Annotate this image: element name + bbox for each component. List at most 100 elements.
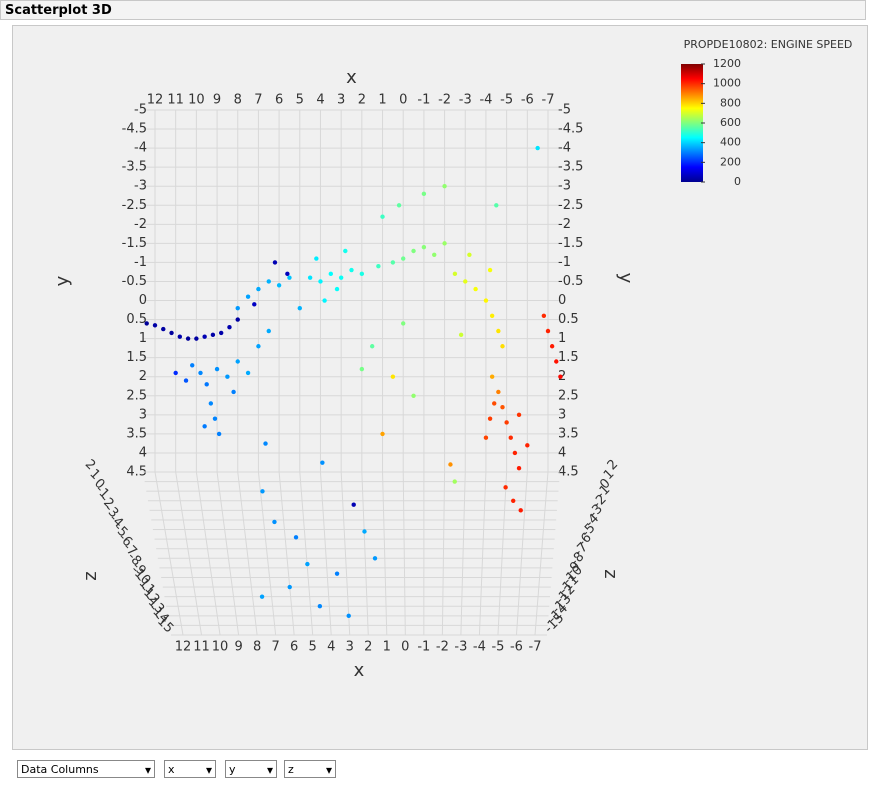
x-tick-label: -3 <box>459 93 472 108</box>
y-tick-label: -0.5 <box>558 274 583 289</box>
point <box>401 321 406 326</box>
point <box>210 332 216 338</box>
point <box>396 203 402 208</box>
grid-line <box>441 471 446 636</box>
point <box>401 256 406 261</box>
y-tick-label: 1 <box>139 331 147 346</box>
x-tick-label: 10 <box>212 640 229 655</box>
point <box>218 330 224 336</box>
point <box>214 366 220 372</box>
point <box>235 359 240 364</box>
colorbar-tick-label: 200 <box>720 155 741 168</box>
x-tick-label: 7 <box>271 640 279 655</box>
point <box>483 435 489 440</box>
point <box>369 344 375 349</box>
point <box>293 535 299 540</box>
point <box>216 431 222 437</box>
point <box>263 441 268 446</box>
point <box>204 382 209 387</box>
point <box>489 313 495 318</box>
point <box>545 328 551 334</box>
point <box>173 370 178 376</box>
point <box>346 613 351 619</box>
point <box>362 529 367 534</box>
point <box>442 241 447 246</box>
y-tick-label: -1 <box>558 255 571 270</box>
dropdown[interactable]: x <box>164 760 216 779</box>
y-tick-label: 4 <box>558 445 566 460</box>
x-tick-label: 1 <box>383 640 391 655</box>
point <box>452 271 458 277</box>
point <box>256 286 261 292</box>
point <box>432 252 437 257</box>
y-tick-label: 4.5 <box>126 465 147 480</box>
x-tick-label: -6 <box>510 640 523 655</box>
point <box>314 256 319 261</box>
x-tick-label: -5 <box>500 93 513 108</box>
point <box>359 366 365 372</box>
grid-line <box>497 471 508 636</box>
point <box>266 279 271 284</box>
point <box>512 450 518 456</box>
point <box>338 275 344 280</box>
y-tick-label: 4.5 <box>558 465 579 480</box>
point <box>458 332 464 338</box>
x-tick-label: 4 <box>316 93 324 108</box>
grid-line <box>319 471 332 636</box>
point <box>351 502 356 507</box>
point <box>260 489 265 494</box>
point <box>307 275 313 280</box>
point <box>235 317 240 322</box>
point <box>483 298 489 303</box>
point <box>208 401 214 406</box>
y-tick-label: -4 <box>134 141 147 156</box>
colorbar-tick-label: 400 <box>720 136 741 149</box>
axis-title: x <box>346 67 357 88</box>
point <box>334 286 340 292</box>
y-tick-label: 3.5 <box>558 426 579 441</box>
y-tick-label: -3 <box>558 179 571 194</box>
y-tick-label: 0.5 <box>558 312 579 327</box>
dropdown[interactable]: Data Columns <box>17 760 155 779</box>
dropdown[interactable]: y <box>225 760 277 779</box>
dropdown[interactable]: z <box>284 760 336 779</box>
y-tick-label: -3.5 <box>558 160 583 175</box>
point <box>492 401 497 406</box>
colorbar-tick-label: 0 <box>734 175 741 188</box>
y-tick-label: -5 <box>134 103 147 118</box>
y-tick-label: -4.5 <box>122 122 147 137</box>
grid-line <box>478 471 487 636</box>
point <box>349 267 354 273</box>
x-tick-label: 3 <box>337 93 345 108</box>
point <box>190 363 195 368</box>
y-tick-label: -2.5 <box>122 198 147 213</box>
point <box>487 416 493 421</box>
point <box>334 571 340 576</box>
x-tick-label: 7 <box>254 93 262 108</box>
axes-box: 12121111101099887766554433221100-1-1-2-2… <box>52 67 636 681</box>
point <box>285 271 290 277</box>
colorbar <box>681 64 703 182</box>
point <box>494 203 499 208</box>
y-tick-label: -0.5 <box>122 274 147 289</box>
point <box>198 370 203 376</box>
y-tick-label: -2 <box>134 217 147 232</box>
point <box>541 313 547 318</box>
axis-title: x <box>354 660 365 681</box>
x-tick-label: 2 <box>364 640 372 655</box>
y-tick-label: 1.5 <box>126 350 147 365</box>
point <box>259 594 265 599</box>
x-tick-label: -2 <box>438 93 451 108</box>
point <box>516 412 522 418</box>
point <box>252 302 257 307</box>
y-tick-label: -3.5 <box>122 160 147 175</box>
axis-title: z <box>600 569 621 578</box>
x-tick-label: 12 <box>147 93 164 108</box>
grid-line <box>175 471 203 636</box>
x-tick-label: 4 <box>327 640 335 655</box>
colorbar-title: PROPDE10802: ENGINE SPEED <box>684 38 853 51</box>
x-tick-label: -3 <box>454 640 467 655</box>
grid-line <box>515 471 528 636</box>
y-tick-label: 2 <box>139 369 147 384</box>
